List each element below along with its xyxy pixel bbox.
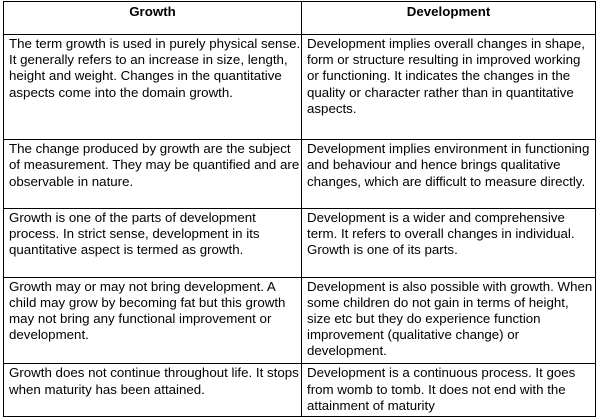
table-row: The term growth is used in purely physic…	[3, 33, 596, 141]
growth-cell: Growth is one of the parts of developmen…	[3, 207, 302, 278]
development-cell: Development implies environment in funct…	[301, 139, 596, 209]
table-row: Growth may or may not bring development.…	[3, 276, 596, 365]
growth-cell: Growth does not continue throughout life…	[3, 363, 302, 417]
development-cell: Development implies overall changes in s…	[301, 33, 596, 141]
growth-cell: The term growth is used in purely physic…	[3, 33, 302, 141]
header-growth: Growth	[3, 1, 302, 35]
development-cell: Development is a wider and comprehensive…	[301, 207, 596, 278]
table-header: Growth Development	[3, 1, 596, 35]
table-row: Growth does not continue throughout life…	[3, 363, 596, 417]
development-cell: Development is a continuous process. It …	[301, 363, 596, 417]
table-row: The change produced by growth are the su…	[3, 139, 596, 209]
table-body: The term growth is used in purely physic…	[3, 33, 596, 417]
comparison-table: Growth Development The term growth is us…	[3, 1, 596, 417]
header-row: Growth Development	[3, 1, 596, 35]
growth-cell: Growth may or may not bring development.…	[3, 276, 302, 365]
development-cell: Development is also possible with growth…	[301, 276, 596, 365]
growth-cell: The change produced by growth are the su…	[3, 139, 302, 209]
header-development: Development	[301, 1, 596, 35]
table-row: Growth is one of the parts of developmen…	[3, 207, 596, 278]
